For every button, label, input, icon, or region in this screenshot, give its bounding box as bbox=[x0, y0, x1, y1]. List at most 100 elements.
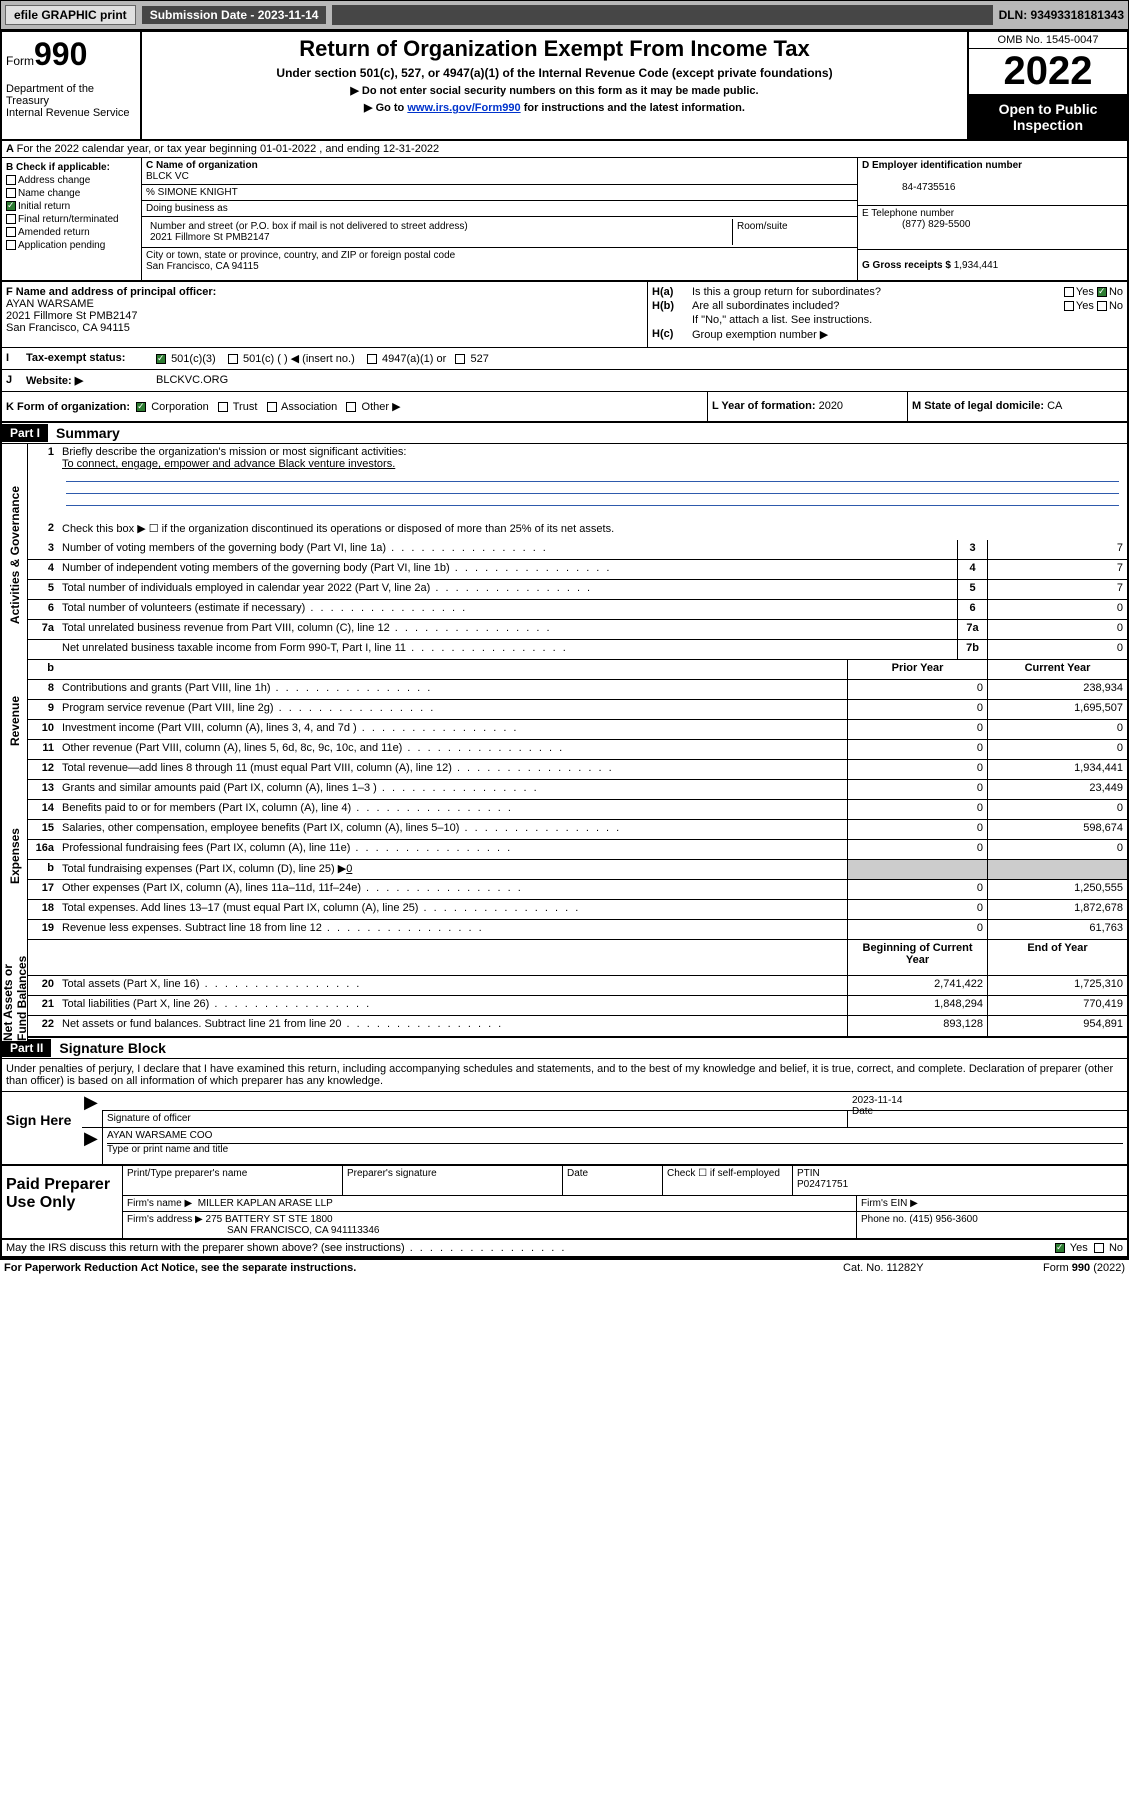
addr-row: Number and street (or P.O. box if mail i… bbox=[142, 217, 857, 248]
m-label: M State of legal domicile: bbox=[912, 400, 1044, 412]
irs-label: Internal Revenue Service bbox=[6, 107, 136, 119]
part2-title: Signature Block bbox=[51, 1038, 174, 1058]
ha-yn[interactable]: Yes No bbox=[1003, 286, 1123, 298]
tax-status-opts[interactable]: 501(c)(3) 501(c) ( ) ◀ (insert no.) 4947… bbox=[156, 352, 489, 365]
paid-h3: Date bbox=[563, 1166, 663, 1195]
chk-pending[interactable]: Application pending bbox=[6, 240, 137, 251]
paid-preparer-label: Paid Preparer Use Only bbox=[2, 1166, 122, 1238]
e-label: E Telephone number bbox=[862, 208, 954, 219]
city-value: San Francisco, CA 94115 bbox=[146, 261, 259, 272]
k-opts[interactable]: Corporation Trust Association Other ▶ bbox=[136, 401, 400, 413]
section-de: D Employer identification number 84-4735… bbox=[857, 158, 1127, 280]
topbar-spacer bbox=[332, 5, 992, 25]
sub3-suffix: for instructions and the latest informat… bbox=[521, 102, 745, 114]
hb-yn[interactable]: Yes No bbox=[1003, 300, 1123, 312]
side-label-rev: Revenue bbox=[2, 666, 28, 776]
part1-header: Part I bbox=[2, 424, 48, 442]
sign-right: ▶ Signature of officer 2023-11-14 Date ▶… bbox=[82, 1092, 1127, 1164]
row-k-left: K Form of organization: Corporation Trus… bbox=[2, 392, 707, 421]
section-f: F Name and address of principal officer:… bbox=[2, 282, 647, 347]
part1-header-row: Part I Summary bbox=[2, 423, 1127, 444]
header-left: Form990 Department of the Treasury Inter… bbox=[2, 32, 142, 139]
side-label-exp: Expenses bbox=[2, 776, 28, 936]
paperwork-notice: For Paperwork Reduction Act Notice, see … bbox=[4, 1262, 843, 1274]
d-label: D Employer identification number bbox=[862, 160, 1022, 171]
firm-addr1: 275 BATTERY ST STE 1800 bbox=[206, 1214, 333, 1225]
firm-ein-label: Firm's EIN ▶ bbox=[857, 1196, 1127, 1211]
form-number: Form990 bbox=[6, 36, 136, 73]
section-h: H(a) Is this a group return for subordin… bbox=[647, 282, 1127, 347]
k-label: K Form of organization: bbox=[6, 401, 130, 413]
f-label: F Name and address of principal officer: bbox=[6, 286, 216, 298]
form-990-footer: Form 990 (2022) bbox=[1043, 1262, 1125, 1274]
paid-right: Print/Type preparer's name Preparer's si… bbox=[122, 1166, 1127, 1238]
form-header: Form990 Department of the Treasury Inter… bbox=[2, 32, 1127, 141]
block-bcde: B Check if applicable: Address change Na… bbox=[2, 158, 1127, 282]
sign-section: Sign Here ▶ Signature of officer 2023-11… bbox=[2, 1092, 1127, 1166]
block-fh: F Name and address of principal officer:… bbox=[2, 282, 1127, 348]
dept-treasury: Department of the Treasury bbox=[6, 83, 136, 107]
part2-header-row: Part II Signature Block bbox=[2, 1036, 1127, 1059]
penalty-text: Under penalties of perjury, I declare th… bbox=[2, 1059, 1127, 1092]
addr-main: Number and street (or P.O. box if mail i… bbox=[146, 219, 733, 245]
g-label: G Gross receipts $ bbox=[862, 260, 951, 271]
form-frame: Form990 Department of the Treasury Inter… bbox=[0, 30, 1129, 1260]
chk-name[interactable]: Name change bbox=[6, 188, 137, 199]
addr-suite: Room/suite bbox=[733, 219, 853, 245]
paid-section: Paid Preparer Use Only Print/Type prepar… bbox=[2, 1166, 1127, 1240]
org-name-cell: C Name of organization BLCK VC bbox=[142, 158, 857, 185]
efile-button[interactable]: efile GRAPHIC print bbox=[5, 5, 136, 25]
row-i-label: Tax-exempt status: bbox=[26, 352, 156, 365]
officer-addr2: San Francisco, CA 94115 bbox=[6, 322, 130, 334]
chk-final[interactable]: Final return/terminated bbox=[6, 214, 137, 225]
summary-content: 1 Briefly describe the organization's mi… bbox=[28, 444, 1127, 1036]
row-j-label: Website: ▶ bbox=[26, 374, 156, 387]
footer-final: For Paperwork Reduction Act Notice, see … bbox=[0, 1260, 1129, 1276]
footer-discuss: May the IRS discuss this return with the… bbox=[2, 1240, 1127, 1258]
city-label: City or town, state or province, country… bbox=[146, 250, 455, 261]
cat-no: Cat. No. 11282Y bbox=[843, 1262, 1043, 1274]
sig-name-cell: AYAN WARSAME COO Type or print name and … bbox=[102, 1128, 1127, 1164]
chk-address[interactable]: Address change bbox=[6, 175, 137, 186]
hb-text: Are all subordinates included? bbox=[692, 300, 1003, 312]
care-of-cell: % SIMONE KNIGHT bbox=[142, 185, 857, 201]
top-bar: efile GRAPHIC print Submission Date - 20… bbox=[0, 0, 1129, 30]
ha-text: Is this a group return for subordinates? bbox=[692, 286, 1003, 298]
sig-date-label: Date bbox=[852, 1106, 873, 1117]
city-cell: City or town, state or province, country… bbox=[142, 248, 857, 274]
row-a-text: For the 2022 calendar year, or tax year … bbox=[17, 143, 440, 155]
chk-initial[interactable]: Initial return bbox=[6, 201, 137, 212]
sig-date-cell: 2023-11-14 Date bbox=[847, 1110, 1127, 1127]
discuss-yn[interactable]: Yes No bbox=[1055, 1242, 1123, 1254]
firm-name: MILLER KAPLAN ARASE LLP bbox=[198, 1198, 333, 1209]
row-a: A For the 2022 calendar year, or tax yea… bbox=[2, 141, 1127, 158]
ein-value: 84-4735516 bbox=[862, 182, 955, 193]
sig-name-label: Type or print name and title bbox=[107, 1143, 1123, 1155]
section-d: D Employer identification number 84-4735… bbox=[858, 158, 1127, 206]
l-label: L Year of formation: bbox=[712, 400, 816, 412]
chk-amended[interactable]: Amended return bbox=[6, 227, 137, 238]
form-prefix: Form bbox=[6, 54, 34, 68]
row-k-right: M State of legal domicile: CA bbox=[907, 392, 1127, 421]
omb-number: OMB No. 1545-0047 bbox=[969, 32, 1127, 49]
sign-arrow-icon: ▶ bbox=[82, 1092, 102, 1127]
irs-link[interactable]: www.irs.gov/Form990 bbox=[407, 102, 520, 114]
sign-here-label: Sign Here bbox=[2, 1092, 82, 1164]
form-subtitle-1: Under section 501(c), 527, or 4947(a)(1)… bbox=[150, 66, 959, 80]
sig-officer-label: Signature of officer bbox=[102, 1110, 847, 1127]
form-title: Return of Organization Exempt From Incom… bbox=[150, 36, 959, 62]
hc-label: H(c) bbox=[652, 328, 692, 341]
gross-receipts: 1,934,441 bbox=[954, 260, 999, 271]
firm-addr-row: Firm's address ▶ 275 BATTERY ST STE 1800… bbox=[123, 1212, 857, 1238]
website-value: BLCKVC.ORG bbox=[156, 374, 228, 387]
phone-num: (415) 956-3600 bbox=[909, 1214, 977, 1225]
header-mid: Return of Organization Exempt From Incom… bbox=[142, 32, 967, 139]
row-k: K Form of organization: Corporation Trus… bbox=[2, 392, 1127, 423]
c-name-label: C Name of organization bbox=[146, 160, 258, 171]
section-g: G Gross receipts $ 1,934,441 bbox=[858, 250, 1127, 280]
paid-h4a: Check ☐ if self-employed bbox=[663, 1166, 793, 1195]
section-b: B Check if applicable: Address change Na… bbox=[2, 158, 142, 280]
hb-note: If "No," attach a list. See instructions… bbox=[692, 314, 1123, 326]
form-subtitle-2: ▶ Do not enter social security numbers o… bbox=[150, 84, 959, 97]
firm-name-row: Firm's name ▶ MILLER KAPLAN ARASE LLP bbox=[123, 1196, 857, 1211]
